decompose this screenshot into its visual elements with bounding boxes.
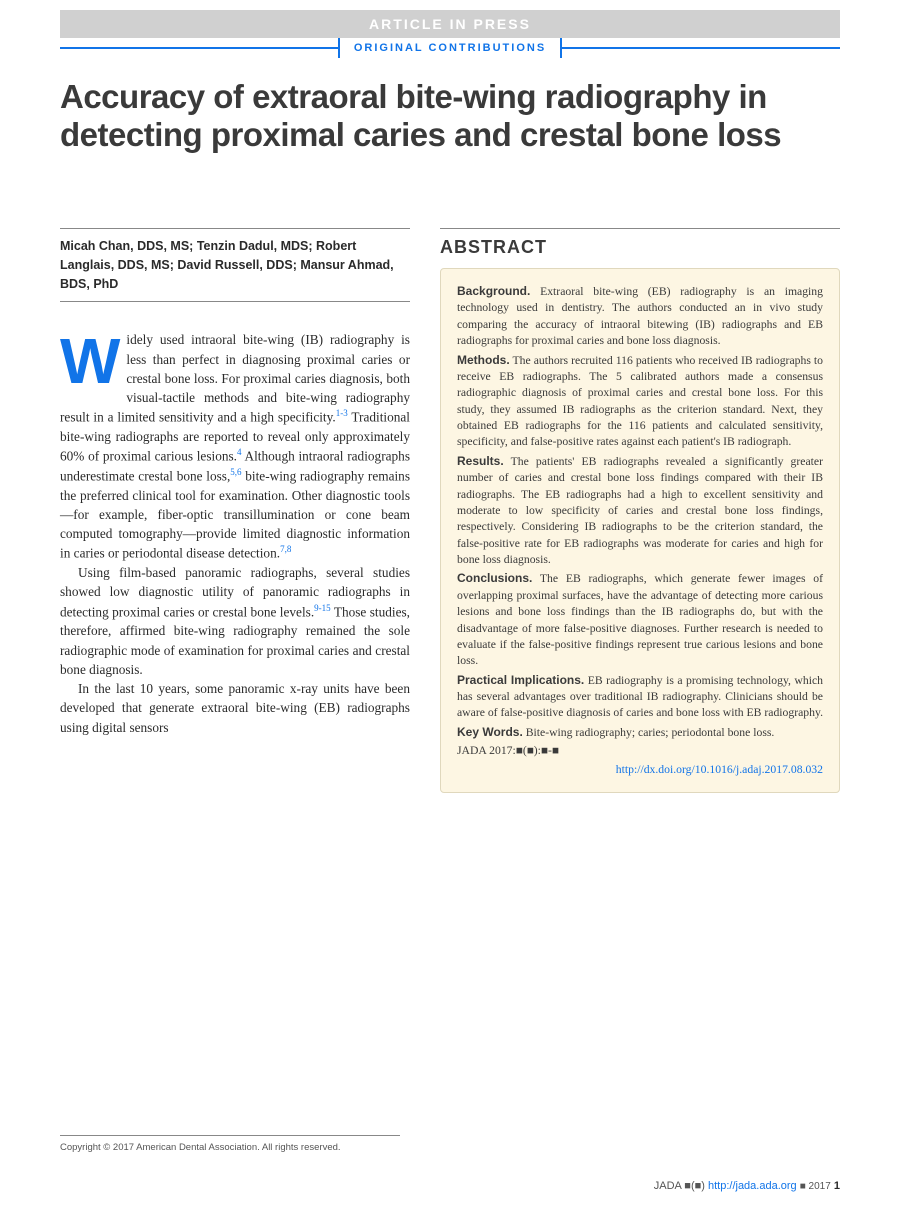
author-list: Micah Chan, DDS, MS; Tenzin Dadul, MDS; …	[60, 228, 410, 302]
rule-right	[562, 47, 840, 49]
section-label-row: ORIGINAL CONTRIBUTIONS	[60, 38, 840, 58]
results-head: Results.	[457, 454, 504, 468]
doi-link[interactable]: http://dx.doi.org/10.1016/j.adaj.2017.08…	[457, 762, 823, 778]
abstract-results: Results. The patients' EB radiographs re…	[457, 453, 823, 569]
article-title: Accuracy of extraoral bite-wing radiogra…	[60, 78, 840, 154]
ref-5-6[interactable]: 5,6	[230, 467, 241, 477]
conclusions-head: Conclusions.	[457, 571, 532, 585]
ref-9-15[interactable]: 9-15	[314, 603, 331, 613]
para-2: Using film-based panoramic radiographs, …	[60, 563, 410, 679]
methods-head: Methods.	[457, 353, 510, 367]
methods-text: The authors recruited 116 patients who r…	[457, 354, 823, 449]
rule-left	[60, 47, 338, 49]
section-label: ORIGINAL CONTRIBUTIONS	[338, 38, 562, 58]
abstract-conclusions: Conclusions. The EB radiographs, which g…	[457, 570, 823, 669]
results-text: The patients' EB radiographs revealed a …	[457, 455, 823, 566]
title-block: Accuracy of extraoral bite-wing radiogra…	[60, 78, 840, 154]
footer-jada: JADA ■(■)	[654, 1180, 705, 1192]
dropcap-w: W	[60, 330, 126, 388]
page-footer: JADA ■(■) http://jada.ada.org ■ 2017 1	[654, 1180, 840, 1192]
abstract-background: Background. Extraoral bite-wing (EB) rad…	[457, 283, 823, 350]
footer-date: ■ 2017	[800, 1181, 831, 1192]
practical-head: Practical Implications.	[457, 673, 584, 687]
abstract-heading: ABSTRACT	[440, 228, 840, 258]
left-column: Micah Chan, DDS, MS; Tenzin Dadul, MDS; …	[60, 208, 410, 793]
keywords-text: Bite-wing radiography; caries; periodont…	[523, 726, 775, 739]
background-head: Background.	[457, 284, 530, 298]
para-3: In the last 10 years, some panoramic x-r…	[60, 679, 410, 737]
ref-1-3[interactable]: 1-3	[336, 408, 348, 418]
abstract-practical: Practical Implications. EB radiography i…	[457, 672, 823, 722]
abstract-citation: JADA 2017:■(■):■-■	[457, 743, 823, 759]
page-number: 1	[834, 1180, 840, 1192]
article-in-press-banner: ARTICLE IN PRESS	[60, 10, 840, 38]
abstract-keywords: Key Words. Bite-wing radiography; caries…	[457, 724, 823, 741]
body-text: Widely used intraoral bite-wing (IB) rad…	[60, 330, 410, 737]
conclusions-text: The EB radiographs, which generate fewer…	[457, 572, 823, 667]
abstract-box: Background. Extraoral bite-wing (EB) rad…	[440, 268, 840, 793]
keywords-head: Key Words.	[457, 725, 523, 739]
copyright-notice: Copyright © 2017 American Dental Associa…	[60, 1135, 400, 1154]
right-column: ABSTRACT Background. Extraoral bite-wing…	[440, 208, 840, 793]
main-content: Accuracy of extraoral bite-wing radiogra…	[60, 208, 840, 793]
banner-text: ARTICLE IN PRESS	[369, 16, 531, 32]
footer-url[interactable]: http://jada.ada.org	[708, 1180, 797, 1192]
abstract-methods: Methods. The authors recruited 116 patie…	[457, 352, 823, 451]
ref-7-8[interactable]: 7,8	[280, 544, 291, 554]
para-1: Widely used intraoral bite-wing (IB) rad…	[60, 330, 410, 563]
